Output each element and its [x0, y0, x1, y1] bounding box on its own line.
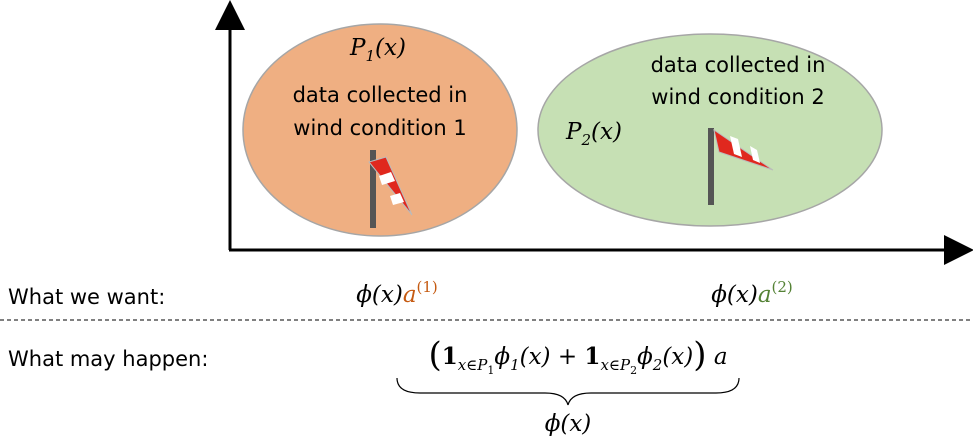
brace-label: ϕ(x) — [545, 411, 592, 437]
math-piece: (x) — [662, 344, 693, 370]
row-label: What may happen: — [8, 347, 208, 371]
math-piece: 1 — [366, 47, 376, 65]
math-piece: ϕ — [494, 344, 510, 370]
region-caption: wind condition 2 — [651, 85, 824, 109]
math-piece: 2 — [581, 131, 592, 149]
math-piece: (x) — [375, 35, 406, 61]
math-piece: (x) + — [520, 344, 585, 370]
expression: ϕ(x)a(2) — [711, 278, 793, 308]
region-caption: data collected in — [293, 83, 468, 107]
expression: ϕ(x)a(1) — [356, 278, 438, 308]
math-piece: ϕ(x) — [711, 282, 758, 308]
math-piece: 2 — [630, 364, 637, 377]
windsock-2 — [708, 128, 774, 205]
math-piece: (x) — [591, 119, 622, 145]
row-label: What we want: — [8, 285, 165, 309]
region-caption: wind condition 1 — [293, 116, 466, 140]
math-piece: P — [565, 119, 582, 145]
math-piece: 1 — [584, 343, 600, 370]
math-piece: ( — [428, 335, 441, 375]
region-label: P2(x) — [565, 119, 622, 149]
region-caption: data collected in — [651, 53, 826, 77]
math-piece: 1 — [442, 343, 458, 370]
underbrace — [396, 377, 740, 406]
math-piece: a — [758, 282, 772, 308]
math-piece: 1 — [487, 364, 494, 377]
math-piece: ) — [693, 335, 706, 375]
math-piece: ϕ(x) — [356, 282, 403, 308]
math-piece: ϕ — [637, 344, 653, 370]
region-label: P1(x) — [349, 35, 406, 65]
math-piece: P — [349, 35, 366, 61]
math-piece: 1 — [510, 356, 520, 374]
math-piece: ϕ(x) — [545, 411, 592, 437]
math-piece: x∈P — [458, 356, 489, 374]
math-piece: (2) — [772, 278, 793, 296]
math-piece: a — [707, 344, 728, 370]
math-piece: a — [403, 282, 417, 308]
math-piece: x∈P — [600, 356, 631, 374]
math-piece: 2 — [652, 356, 663, 374]
expression: (1x∈P1ϕ1(x) + 1x∈P2ϕ2(x)) a — [428, 335, 727, 377]
region-1 — [242, 23, 518, 237]
windsock-1 — [368, 150, 413, 228]
math-piece: (1) — [417, 278, 438, 296]
